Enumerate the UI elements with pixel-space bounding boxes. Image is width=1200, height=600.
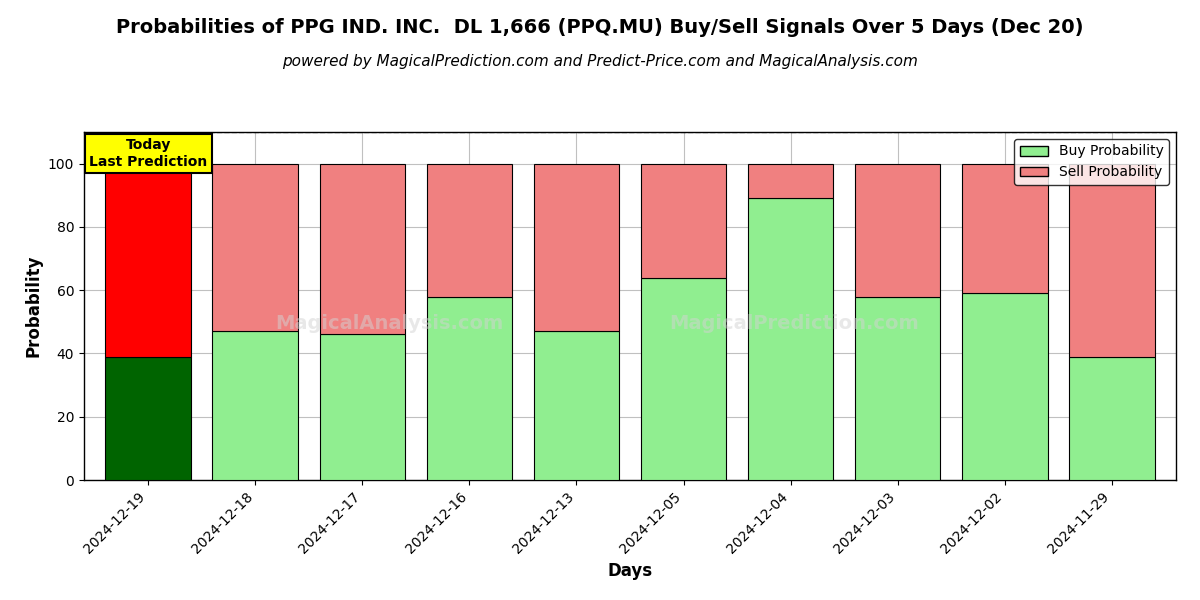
Bar — [106, 356, 191, 480]
X-axis label: Days: Days — [607, 562, 653, 580]
Y-axis label: Probability: Probability — [24, 255, 42, 357]
Bar — [426, 296, 512, 480]
Bar — [212, 331, 298, 480]
Text: Probabilities of PPG IND. INC.  DL 1,666 (PPQ.MU) Buy/Sell Signals Over 5 Days (: Probabilities of PPG IND. INC. DL 1,666 … — [116, 18, 1084, 37]
Bar — [748, 164, 834, 199]
Bar — [426, 164, 512, 296]
Bar — [319, 164, 406, 334]
Bar — [534, 331, 619, 480]
Bar — [641, 278, 726, 480]
Legend: Buy Probability, Sell Probability: Buy Probability, Sell Probability — [1014, 139, 1169, 185]
Bar — [641, 164, 726, 278]
Text: MagicalPrediction.com: MagicalPrediction.com — [668, 314, 919, 333]
Bar — [748, 199, 834, 480]
Text: Today
Last Prediction: Today Last Prediction — [89, 139, 208, 169]
Bar — [854, 296, 941, 480]
Text: MagicalAnalysis.com: MagicalAnalysis.com — [276, 314, 504, 333]
Bar — [854, 164, 941, 296]
Bar — [962, 293, 1048, 480]
Bar — [106, 164, 191, 356]
Bar — [534, 164, 619, 331]
Bar — [1069, 356, 1154, 480]
Bar — [319, 334, 406, 480]
Bar — [962, 164, 1048, 293]
Text: powered by MagicalPrediction.com and Predict-Price.com and MagicalAnalysis.com: powered by MagicalPrediction.com and Pre… — [282, 54, 918, 69]
Bar — [212, 164, 298, 331]
Bar — [1069, 164, 1154, 356]
